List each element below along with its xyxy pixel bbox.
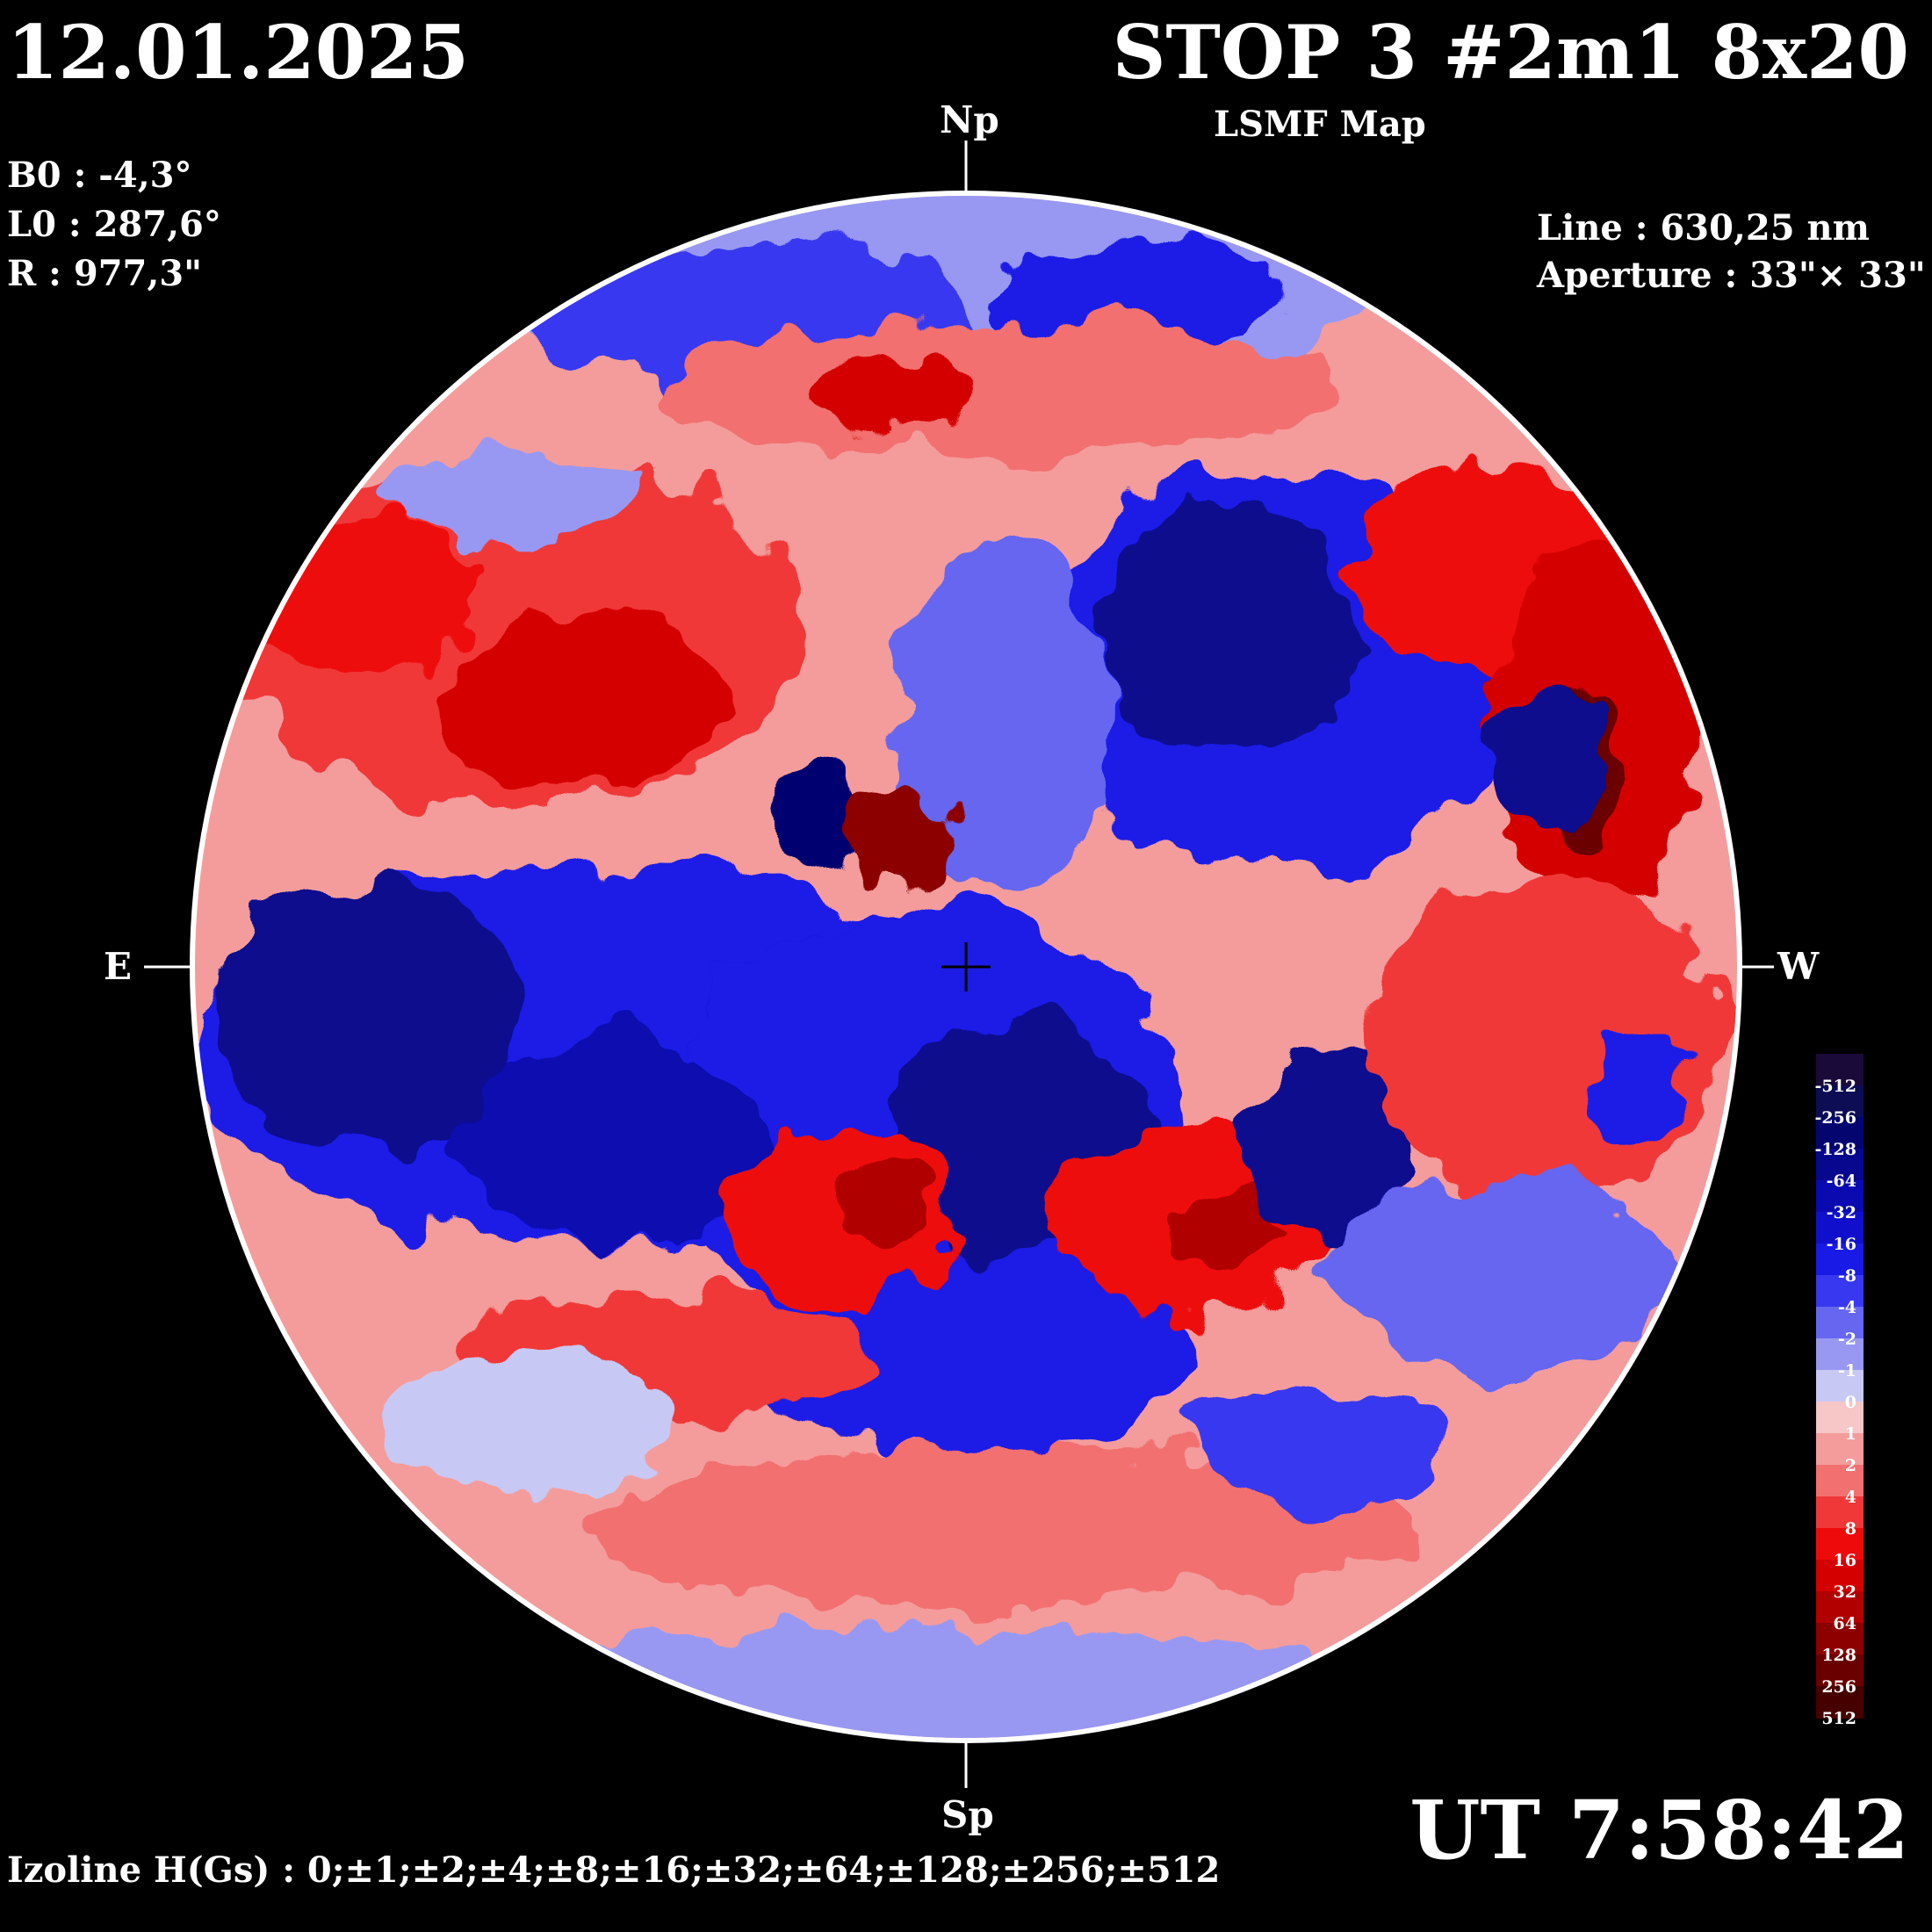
colorbar-swatch	[1816, 1054, 1864, 1086]
colorbar-label: -4	[1837, 1298, 1856, 1317]
colorbar-label: -16	[1826, 1235, 1856, 1254]
colorbar-swatch	[1816, 1244, 1864, 1276]
colorbar-swatch	[1816, 1180, 1864, 1213]
colorbar-swatch	[1816, 1623, 1864, 1655]
south-pole-label: Sp	[941, 1793, 994, 1836]
colorbar-label: -256	[1814, 1108, 1856, 1128]
izoline-legend: Izoline H(Gs) : 0;±1;±2;±4;±8;±16;±32;±6…	[7, 1849, 1221, 1891]
colorbar-label: 256	[1821, 1677, 1856, 1697]
colorbar-swatch	[1816, 1117, 1864, 1150]
b0-parameter: B0 : -4,3°	[7, 155, 192, 196]
colorbar-swatch	[1816, 1370, 1864, 1402]
colorbar-label: -128	[1814, 1140, 1856, 1159]
east-label: E	[104, 945, 133, 988]
colorbar-swatch	[1816, 1212, 1864, 1244]
colorbar-label: 32	[1833, 1582, 1856, 1602]
map-title: STOP 3 #2m1 8x20	[1112, 9, 1909, 96]
map-subtitle: LSMF Map	[1214, 104, 1426, 145]
colorbar-swatch	[1816, 1591, 1864, 1624]
colorbar-label: -64	[1826, 1171, 1856, 1191]
colorbar-swatch	[1816, 1560, 1864, 1592]
colorbar-label: -32	[1826, 1203, 1856, 1222]
colorbar-swatch	[1816, 1654, 1864, 1687]
north-pole-label: Np	[940, 98, 999, 141]
colorbar	[1816, 1054, 1864, 1719]
colorbar-swatch	[1816, 1085, 1864, 1118]
colorbar-label: 0	[1844, 1393, 1856, 1412]
colorbar-label: -8	[1837, 1266, 1856, 1286]
spectral-line-label: Line : 630,25 nm	[1537, 207, 1870, 249]
colorbar-label: -1	[1837, 1361, 1856, 1381]
colorbar-label: 16	[1833, 1551, 1856, 1570]
date-label: 12.01.2025	[7, 9, 470, 96]
radius-parameter: R : 977,3"	[7, 253, 202, 294]
colorbar-label: -512	[1814, 1077, 1856, 1096]
l0-parameter: L0 : 287,6°	[7, 204, 221, 245]
colorbar-swatch	[1816, 1528, 1864, 1561]
colorbar-swatch	[1816, 1338, 1864, 1371]
colorbar-label: 128	[1821, 1646, 1856, 1665]
colorbar-label: 2	[1844, 1456, 1856, 1475]
colorbar-label: 512	[1821, 1709, 1856, 1728]
colorbar-label: -2	[1837, 1330, 1856, 1349]
center-crosshair	[941, 942, 991, 991]
colorbar-swatch	[1816, 1465, 1864, 1497]
colorbar-swatch	[1816, 1496, 1864, 1529]
ut-time: UT 7:58:42	[1409, 1783, 1909, 1878]
colorbar-swatch	[1816, 1149, 1864, 1181]
colorbar-swatch	[1816, 1686, 1864, 1719]
colorbar-label: 64	[1833, 1614, 1856, 1633]
colorbar-swatch	[1816, 1307, 1864, 1339]
magnetic-field-map	[195, 196, 1737, 1738]
direction-ticks	[144, 141, 1774, 1788]
colorbar-swatch	[1816, 1402, 1864, 1434]
aperture-label: Aperture : 33"× 33"	[1537, 255, 1926, 296]
colorbar-label: 8	[1844, 1519, 1856, 1539]
colorbar-swatch	[1816, 1433, 1864, 1466]
west-label: W	[1777, 945, 1820, 988]
colorbar-swatch	[1816, 1275, 1864, 1308]
colorbar-label: 1	[1844, 1424, 1856, 1444]
colorbar-label: 4	[1844, 1488, 1856, 1507]
